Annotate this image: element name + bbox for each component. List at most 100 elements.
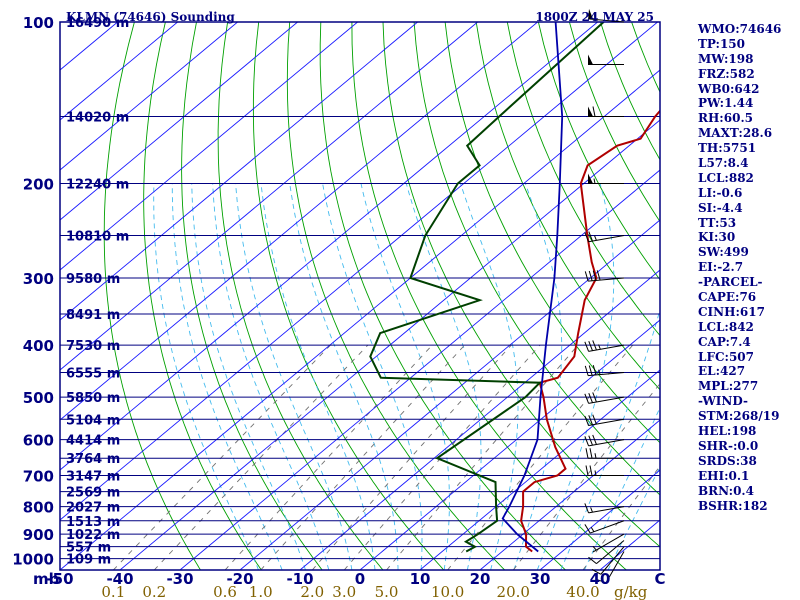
isotherm xyxy=(0,22,58,570)
mixing-ratio-line xyxy=(386,344,579,570)
temperature-tick-label: -40 xyxy=(106,570,133,588)
wind-barb xyxy=(588,540,625,564)
dry-adiabat xyxy=(319,22,566,570)
mixing-ratio-unit: g/kg xyxy=(614,583,648,600)
profile-lines xyxy=(369,22,660,553)
isotherm xyxy=(60,22,538,421)
isotherm xyxy=(479,419,660,570)
height-label: 14020 m xyxy=(66,110,129,125)
moist-adiabat xyxy=(460,183,519,570)
pressure-tick-label: 400 xyxy=(23,337,54,355)
dry-adiabat xyxy=(143,22,262,570)
mixing-ratio-label: 1.0 xyxy=(249,583,273,600)
wind-barb xyxy=(584,365,625,377)
dry-adiabat xyxy=(475,22,660,391)
wind-barb xyxy=(596,551,625,584)
plot-background xyxy=(60,22,660,570)
temperature-tick-label: -10 xyxy=(286,570,313,588)
moist-adiabat xyxy=(212,183,330,570)
mixing-ratio-line xyxy=(343,344,541,570)
wind-barb xyxy=(592,533,625,553)
height-label: 16490 m xyxy=(66,16,129,31)
index-line: PW:1.44 xyxy=(698,96,754,111)
mixing-ratio-line xyxy=(153,344,369,570)
wind-barb xyxy=(584,231,625,243)
index-line: RH:60.5 xyxy=(698,111,753,126)
height-label: 2569 m xyxy=(66,486,120,501)
index-line: CAP:7.4 xyxy=(698,334,751,349)
index-line: KI:30 xyxy=(698,230,736,245)
isotherm xyxy=(60,22,358,271)
wind-barb xyxy=(588,54,624,65)
isotherm xyxy=(419,369,660,570)
dry-adiabat xyxy=(103,22,201,570)
pressure-tick-label: 500 xyxy=(23,389,54,407)
pressure-tick-label: 200 xyxy=(23,176,54,194)
isotherm xyxy=(60,22,238,171)
isotherm xyxy=(179,169,660,570)
height-label: 10810 m xyxy=(66,230,129,245)
isotherm xyxy=(60,69,660,570)
mixing-ratio-line xyxy=(447,344,634,570)
wind-barb xyxy=(584,520,625,534)
moist-adiabat xyxy=(191,183,306,570)
moist-adiabat xyxy=(235,183,353,570)
height-label: 4414 m xyxy=(66,434,120,449)
index-line: LI:-0.6 xyxy=(698,185,743,200)
index-line: LCL:882 xyxy=(698,170,754,185)
moist-adiabat xyxy=(536,183,615,570)
wind-barb xyxy=(584,434,625,447)
wind-barb xyxy=(584,270,625,282)
index-line: SRDS:38 xyxy=(698,453,757,468)
pressure-tick-label: 800 xyxy=(23,499,54,517)
mixing-ratio-label: 2.0 xyxy=(300,583,324,600)
dry-adiabat xyxy=(506,22,660,337)
index-line: LFC:507 xyxy=(698,349,754,364)
index-line: EHI:0.1 xyxy=(698,468,750,483)
index-line: CAPE:76 xyxy=(698,290,757,305)
dry-adiabat xyxy=(537,22,660,281)
wind-barb xyxy=(584,340,625,352)
height-label: 557 m xyxy=(66,541,111,556)
isotherm xyxy=(60,22,598,471)
pressure-tick-label: 600 xyxy=(23,432,54,450)
isotherm xyxy=(60,22,658,521)
mixing-ratio-line xyxy=(112,344,331,570)
wind-barb-column xyxy=(584,8,625,584)
height-label: 5850 m xyxy=(66,391,120,406)
height-label: 7530 m xyxy=(66,339,120,354)
index-line: FRZ:582 xyxy=(698,66,755,81)
pressure-tick-label: 900 xyxy=(23,526,54,544)
isotherm xyxy=(299,269,660,570)
index-line: SW:499 xyxy=(698,245,749,260)
moist-adiabat xyxy=(405,183,482,570)
mixing-ratio-label: 0.1 xyxy=(101,583,125,600)
index-line: TT:53 xyxy=(698,215,737,230)
isotherm xyxy=(60,22,298,221)
temperature-tick-label: 20 xyxy=(470,570,491,588)
wind-barb xyxy=(585,448,624,459)
index-line: MW:198 xyxy=(698,51,754,66)
moist-adiabat xyxy=(153,183,260,570)
temperature-tick-label: 0 xyxy=(355,570,365,588)
wind-barb xyxy=(588,106,624,117)
dry-adiabat xyxy=(413,22,660,496)
index-line: WMO:74646 xyxy=(698,22,782,36)
index-line: EL:427 xyxy=(698,364,746,379)
dewpoint-profile xyxy=(369,22,605,553)
pressure-tick-label: 100 xyxy=(23,14,54,32)
pressure-unit-label: mb xyxy=(33,570,60,588)
index-line: HEL:198 xyxy=(698,424,757,439)
index-line: SI:-4.4 xyxy=(698,200,743,215)
pressure-tick-label: 1000 xyxy=(12,551,54,569)
isotherm xyxy=(60,22,418,321)
mixing-ratio-label: 3.0 xyxy=(332,583,356,600)
mixing-ratio-label: 0.6 xyxy=(213,583,237,600)
temperature-profile xyxy=(520,109,660,553)
index-line: LCL:842 xyxy=(698,319,754,334)
height-label: 1022 m xyxy=(66,528,120,543)
index-line: SHR-:0.0 xyxy=(698,438,759,453)
temperature-tick-label: 10 xyxy=(410,570,431,588)
wind-barb xyxy=(584,503,625,514)
station-title: KLMN (74646) Sounding xyxy=(66,10,235,24)
